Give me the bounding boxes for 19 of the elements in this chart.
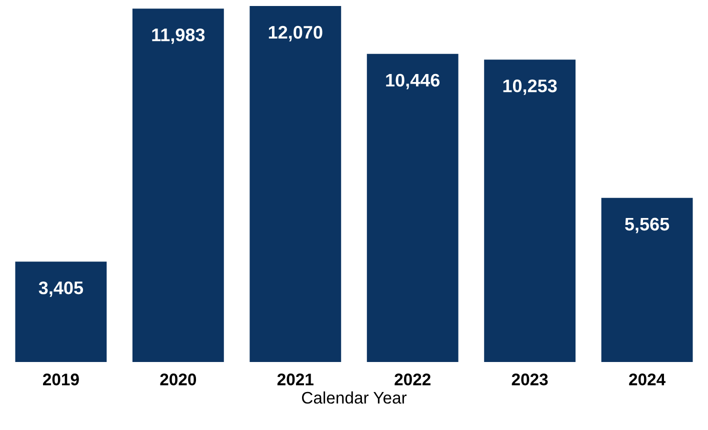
- data-label: 10,253: [503, 80, 557, 95]
- data-label: 3,405: [38, 281, 84, 297]
- bar: [601, 198, 693, 362]
- data-label: 10,446: [386, 74, 440, 90]
- data-label: 11,983: [152, 28, 205, 44]
- bar: [132, 8, 224, 362]
- bar: [250, 6, 342, 362]
- x-tick-label: 2022: [394, 374, 430, 386]
- x-tick-label: 2021: [277, 374, 314, 386]
- data-label: 5,565: [625, 218, 670, 234]
- x-tick-label: 2023: [512, 374, 548, 386]
- x-tick-label: 2024: [629, 374, 666, 386]
- data-label: 12,070: [268, 26, 322, 42]
- x-tick-label: 2020: [160, 374, 196, 386]
- bar: [484, 60, 576, 362]
- x-tick-label: 2019: [42, 374, 79, 386]
- bar: [366, 54, 458, 362]
- x-axis-title: Calendar Year: [302, 391, 407, 404]
- bar: [15, 262, 107, 362]
